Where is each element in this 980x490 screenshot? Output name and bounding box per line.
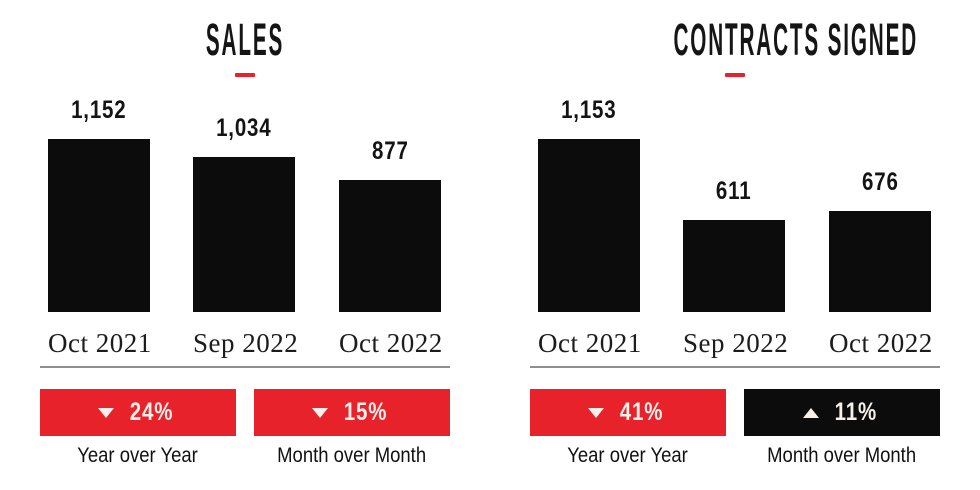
badge-percentage: 41% [619, 398, 664, 426]
bar-value-label: 611 [716, 177, 752, 205]
divider-line [530, 366, 940, 368]
x-axis-label: Oct 2021 [538, 328, 642, 358]
yoy-badge-label: Year over Year [77, 444, 199, 467]
bar-group: 1,034 [193, 113, 295, 312]
bar [538, 139, 640, 312]
chart-title: SALES [40, 17, 450, 62]
mom-badge-label: Month over Month [767, 444, 917, 467]
title-accent-dash [725, 73, 745, 77]
chart-title-text: SALES [205, 14, 285, 65]
sales-chart-panel: SALES 1,152 1,034 877 Oct 2021 Sep 2022 … [40, 0, 450, 490]
bar-value-label: 1,152 [71, 96, 127, 124]
x-axis-labels: Oct 2021 Sep 2022 Oct 2022 [40, 326, 450, 360]
triangle-down-icon [587, 407, 604, 418]
chart-title-text: CONTRACTS SIGNED [673, 14, 919, 65]
bar [829, 211, 931, 312]
badge-percentage: 11% [834, 398, 877, 426]
divider-line [40, 366, 450, 368]
badge-percentage: 24% [129, 398, 174, 426]
bar-value-label: 877 [371, 137, 409, 165]
bar [193, 157, 295, 312]
bar-value-label: 676 [861, 168, 899, 196]
bar-group: 1,152 [48, 95, 150, 312]
yoy-change-badge: 41% [530, 389, 726, 436]
title-accent-dash [235, 73, 255, 77]
x-axis-label: Oct 2021 [48, 328, 152, 358]
bar [48, 139, 150, 312]
chart-title: CONTRACTS SIGNED [530, 17, 940, 62]
x-axis-label: Sep 2022 [683, 328, 789, 358]
bar-group: 611 [683, 176, 785, 312]
triangle-down-icon [97, 407, 114, 418]
badge-percentage: 15% [343, 398, 388, 426]
x-axis-label: Oct 2022 [339, 328, 443, 358]
x-axis-label: Oct 2022 [829, 328, 933, 358]
mom-change-badge: 15% [254, 389, 450, 436]
bar-group: 676 [829, 167, 931, 312]
yoy-badge-label: Year over Year [567, 444, 689, 467]
triangle-down-icon [311, 407, 328, 418]
yoy-change-badge: 24% [40, 389, 236, 436]
x-axis-labels: Oct 2021 Sep 2022 Oct 2022 [530, 326, 940, 360]
bar-chart: 1,153 611 676 [530, 0, 940, 312]
mom-change-badge: 11% [744, 389, 940, 436]
bar-group: 877 [339, 136, 441, 312]
contracts-signed-chart-panel: CONTRACTS SIGNED 1,153 611 676 Oct 2021 … [530, 0, 940, 490]
bar-value-label: 1,153 [561, 96, 617, 124]
triangle-up-icon [802, 407, 819, 418]
bar-chart: 1,152 1,034 877 [40, 0, 450, 312]
bar [339, 180, 441, 312]
mom-badge-label: Month over Month [277, 444, 427, 467]
bar-group: 1,153 [538, 95, 640, 312]
x-axis-label: Sep 2022 [193, 328, 299, 358]
bar [683, 220, 785, 312]
bar-value-label: 1,034 [216, 114, 272, 142]
